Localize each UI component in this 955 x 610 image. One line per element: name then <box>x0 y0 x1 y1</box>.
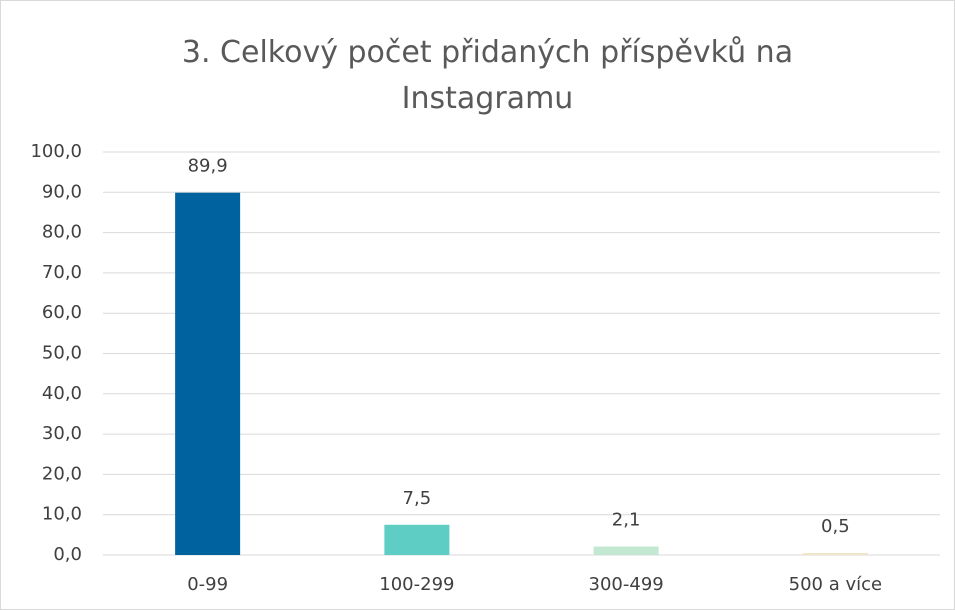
bar <box>593 546 659 555</box>
x-tick-label: 500 a více <box>789 574 882 595</box>
y-tick-label: 10,0 <box>42 504 82 525</box>
data-label: 89,9 <box>188 156 228 177</box>
bar <box>384 524 450 555</box>
x-tick-label: 300-499 <box>589 574 664 595</box>
y-tick-label: 50,0 <box>42 343 82 364</box>
y-tick-label: 80,0 <box>42 222 82 243</box>
y-tick-label: 0,0 <box>53 544 82 565</box>
chart-title: 3. Celkový počet přidaných příspěvků na … <box>181 35 794 116</box>
y-tick-label: 90,0 <box>42 181 82 202</box>
y-tick-label: 70,0 <box>42 262 82 283</box>
y-tick-label: 40,0 <box>42 383 82 404</box>
y-tick-label: 20,0 <box>42 463 82 484</box>
data-label: 0,5 <box>821 516 850 537</box>
bar <box>175 192 241 555</box>
y-tick-label: 30,0 <box>42 423 82 444</box>
data-label: 2,1 <box>612 510 641 531</box>
data-label: 7,5 <box>403 488 432 509</box>
x-tick-label: 100-299 <box>379 574 454 595</box>
y-tick-label: 60,0 <box>42 302 82 323</box>
x-tick-label: 0-99 <box>187 574 228 595</box>
y-tick-label: 100,0 <box>30 141 82 162</box>
bar <box>802 552 868 555</box>
